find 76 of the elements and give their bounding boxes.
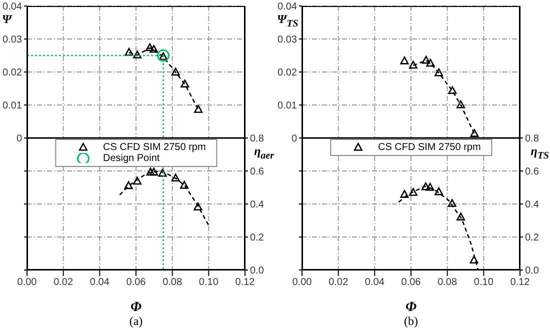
- point: [150, 168, 158, 176]
- x-tick-label: 0.04: [364, 277, 385, 288]
- text: (b): [403, 314, 419, 329]
- y-tick-label: 0.03: [2, 34, 22, 46]
- text: (a): [128, 314, 144, 329]
- point: [150, 44, 158, 53]
- point: [434, 187, 444, 196]
- y2-tick-label: 0.0: [250, 266, 264, 277]
- y-tick-label: 0.01: [278, 100, 298, 112]
- y-tick-label: 0.01: [2, 100, 22, 112]
- point: [171, 68, 180, 76]
- y-tick-label: 0.04: [278, 2, 298, 13]
- y-tick-label: 0: [291, 134, 298, 145]
- point: [124, 48, 134, 56]
- point: [146, 43, 154, 52]
- y-tick-label: 0.02: [2, 68, 22, 79]
- y-tick-label: 0.04: [2, 2, 22, 13]
- point: [194, 202, 202, 210]
- point: [456, 100, 466, 108]
- point: [448, 86, 457, 94]
- point: [408, 60, 418, 69]
- x-tick-label: 0.02: [54, 277, 74, 288]
- point: [408, 188, 418, 196]
- y-axis-title: Ψ: [2, 12, 12, 26]
- x-tick-label: 0.04: [90, 277, 110, 288]
- legend-label: CS CFD SIM 2750 rpm: [378, 142, 481, 153]
- y2-tick-label: 0.6: [525, 166, 540, 178]
- point: [448, 199, 456, 207]
- point: [400, 56, 409, 64]
- x-tick-label: 0.06: [126, 277, 146, 288]
- point: [421, 182, 430, 190]
- point: [194, 104, 203, 113]
- x-tick-label: 0.02: [328, 277, 348, 288]
- point: [434, 68, 444, 76]
- point: [158, 168, 167, 177]
- point: [426, 58, 435, 67]
- x-axis-title: Φ: [129, 300, 143, 316]
- y2-axis-title: η$_{TS}$: [530, 144, 549, 164]
- x-axis-title: Φ: [404, 300, 418, 316]
- x-tick-label: 0.12: [510, 277, 530, 288]
- y2-tick-label: 0.4: [525, 200, 540, 211]
- point: [470, 129, 479, 137]
- point: [171, 174, 180, 182]
- x-tick-label: 0.10: [198, 277, 219, 288]
- y2-tick-label: 0.4: [250, 200, 264, 211]
- x-tick-label: 0.08: [438, 277, 458, 288]
- y-tick-label: 0.02: [278, 68, 298, 79]
- point: [146, 168, 155, 176]
- y2-axis-title: η$_{aer}$: [254, 144, 274, 164]
- point: [133, 176, 142, 185]
- point: [180, 80, 190, 88]
- point: [180, 180, 189, 189]
- point: [422, 56, 430, 64]
- y2-tick-label: 0.2: [250, 232, 264, 244]
- y-tick-label: 0.03: [278, 34, 298, 46]
- x-tick-label: 0.06: [401, 277, 422, 288]
- point: [124, 181, 133, 190]
- x-tick-label: 0.00: [17, 277, 38, 288]
- x-tick-label: 0.00: [292, 277, 312, 288]
- point: [470, 256, 478, 264]
- y-tick-label: 0: [16, 134, 22, 145]
- x-tick-label: 0.10: [474, 277, 494, 288]
- y2-tick-label: 0.8: [250, 134, 264, 145]
- x-tick-label: 0.12: [235, 277, 256, 288]
- y2-tick-label: 0.0: [525, 266, 540, 277]
- point: [400, 190, 409, 198]
- point: [426, 182, 434, 191]
- y2-tick-label: 0.6: [250, 166, 264, 178]
- y-axis-title: Ψ$_{TS}$: [277, 12, 298, 32]
- y2-tick-label: 0.2: [525, 232, 540, 244]
- point: [133, 50, 142, 58]
- y2-tick-label: 0.8: [525, 134, 540, 145]
- legend-label: CS CFD SIM 2750 rpm: [102, 142, 206, 153]
- legend-label: Design Point: [102, 153, 160, 164]
- x-tick-label: 0.08: [162, 277, 182, 288]
- point: [456, 212, 466, 220]
